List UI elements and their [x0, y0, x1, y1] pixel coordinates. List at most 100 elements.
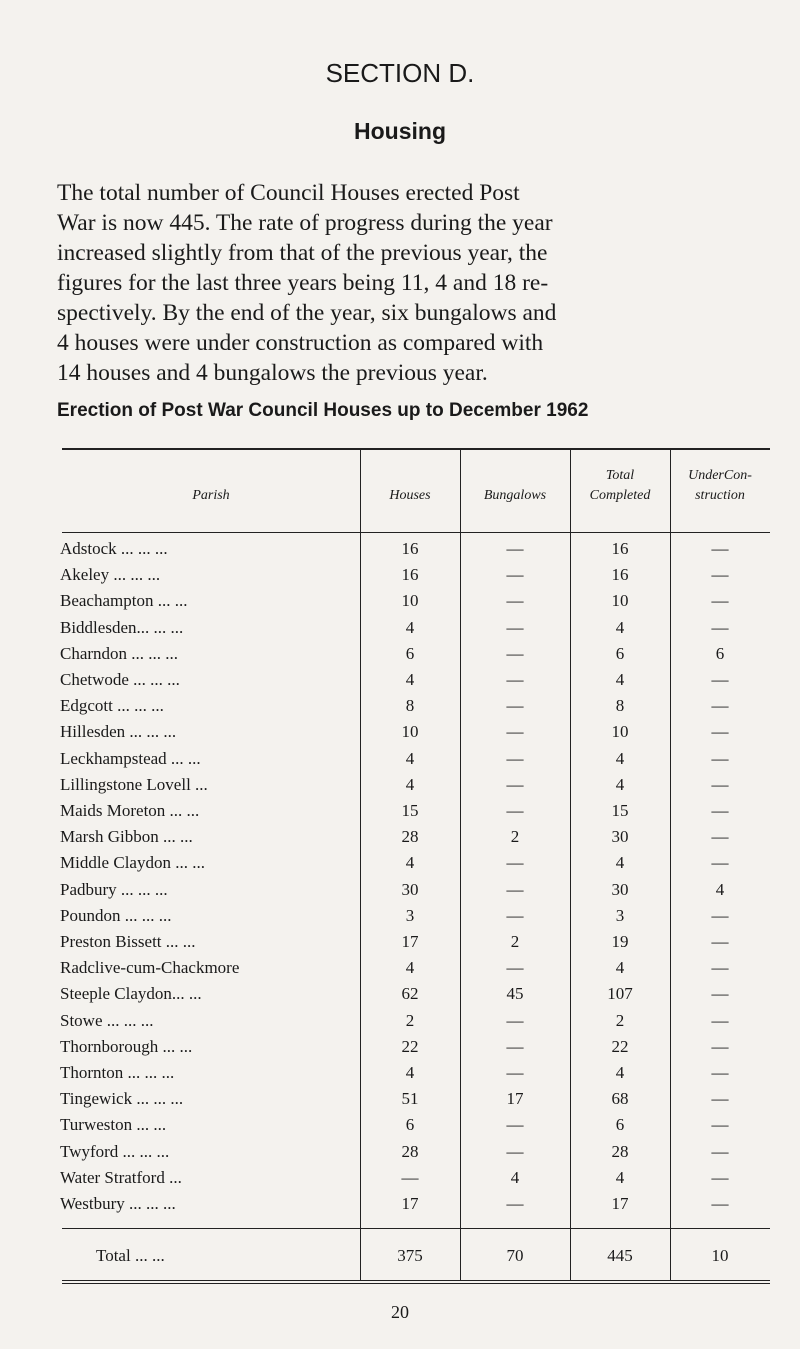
section-heading: SECTION D.: [325, 58, 475, 88]
parish-name: Twyford ... ... ...: [60, 1141, 170, 1161]
cell-value: 22: [611, 1036, 629, 1056]
cell-value: 10: [401, 591, 419, 611]
cell-value: —: [711, 565, 729, 585]
cell-value: 3: [615, 905, 625, 925]
cell-value: 10: [401, 722, 419, 742]
parish-name: Thornton ... ... ...: [60, 1063, 175, 1082]
parish-name: Lillingstone Lovell ...: [60, 774, 208, 794]
total-rule: [62, 1228, 770, 1229]
cell-value: 2: [615, 1010, 625, 1030]
cell-value: 8: [405, 696, 415, 716]
cell-value: —: [506, 1036, 524, 1056]
cell-value: 6: [615, 1115, 625, 1135]
cell-value: 16: [401, 539, 419, 558]
parish-name: Radclive-cum-Chackmore: [60, 958, 240, 978]
cell-value: —: [711, 1010, 729, 1030]
column-header: Bungalows: [483, 488, 547, 503]
cell-value: 4: [405, 958, 415, 978]
cell-value: —: [711, 696, 729, 716]
paragraph-line: figures for the last three years being 1…: [57, 270, 549, 296]
cell-value: —: [711, 827, 729, 847]
cell-value: —: [711, 539, 729, 558]
cell-value: —: [506, 1010, 524, 1030]
cell-value: —: [711, 617, 729, 637]
cell-value: 16: [611, 539, 629, 558]
cell-value: —: [711, 1036, 729, 1056]
cell-value: —: [506, 905, 524, 925]
parish-name: Padbury ... ... ...: [60, 879, 168, 899]
cell-value: —: [711, 1194, 729, 1213]
cell-value: 15: [611, 801, 629, 820]
cell-value: —: [711, 1089, 729, 1109]
cell-value: —: [711, 958, 729, 978]
cell-value: 8: [615, 696, 625, 716]
parish-name: Middle Claydon ... ...: [60, 853, 205, 873]
cell-value: 10: [611, 591, 629, 611]
cell-value: 28: [401, 1141, 419, 1161]
cell-value: 4: [405, 617, 415, 637]
cell-value: 30: [611, 827, 629, 847]
parish-name: Westbury ... ... ...: [60, 1194, 176, 1213]
cell-value: 4: [510, 1167, 520, 1187]
paragraph-line: spectively. By the end of the year, six …: [57, 300, 557, 326]
cell-value: 4: [405, 853, 415, 873]
cell-value: 4: [615, 670, 625, 689]
cell-value: 28: [401, 827, 419, 847]
parish-name: Edgcott ... ... ...: [60, 696, 164, 716]
cell-value: —: [506, 748, 524, 768]
cell-value: 62: [401, 984, 419, 1004]
cell-value: 4: [615, 958, 625, 978]
cell-value: —: [711, 905, 729, 925]
column-rule: [670, 450, 671, 1280]
cell-value: 6: [405, 643, 415, 663]
cell-value: 28: [611, 1141, 629, 1161]
column-rule: [460, 450, 461, 1280]
parish-name: Adstock ... ... ...: [60, 539, 168, 558]
total-value: 70: [506, 1246, 524, 1265]
cell-value: 4: [615, 748, 625, 768]
cell-value: 6: [715, 643, 725, 663]
cell-value: 3: [405, 905, 415, 925]
column-header: UnderCon- struction: [688, 468, 752, 503]
cell-value: —: [711, 722, 729, 742]
cell-value: —: [506, 565, 524, 585]
parish-name: Maids Moreton ... ...: [60, 801, 200, 820]
cell-value: —: [506, 617, 524, 637]
cell-value: —: [711, 591, 729, 611]
parish-name: Charndon ... ... ...: [60, 643, 179, 663]
cell-value: —: [711, 1167, 729, 1187]
parish-name: Poundon ... ... ...: [60, 905, 172, 925]
cell-value: 4: [615, 1167, 625, 1187]
cell-value: —: [711, 853, 729, 873]
cell-value: —: [506, 1194, 524, 1213]
cell-value: 45: [506, 984, 524, 1004]
cell-value: 17: [611, 1194, 629, 1213]
cell-value: 16: [611, 565, 629, 585]
cell-value: —: [506, 722, 524, 742]
cell-value: 4: [405, 670, 415, 689]
cell-value: —: [711, 774, 729, 794]
cell-value: 4: [615, 1063, 625, 1082]
parish-name: Akeley ... ... ...: [60, 565, 161, 585]
cell-value: 16: [401, 565, 419, 585]
parish-name: Hillesden ... ... ...: [60, 722, 177, 742]
cell-value: 17: [401, 932, 419, 951]
cell-value: —: [506, 591, 524, 611]
cell-value: —: [711, 670, 729, 689]
parish-name: Water Stratford ...: [60, 1167, 182, 1187]
cell-value: —: [711, 932, 729, 951]
cell-value: —: [506, 1115, 524, 1135]
parish-name: Leckhampstead ... ...: [60, 748, 201, 768]
cell-value: —: [506, 958, 524, 978]
paragraph-line: 14 houses and 4 bungalows the previous y…: [57, 360, 488, 386]
paragraph-line: The total number of Council Houses erect…: [57, 180, 520, 206]
cell-value: 4: [405, 1063, 415, 1082]
cell-value: —: [711, 1141, 729, 1161]
column-header: Houses: [389, 488, 431, 503]
parish-name: Beachampton ... ...: [60, 591, 188, 611]
page-number: 20: [391, 1302, 409, 1322]
parish-name: Tingewick ... ... ...: [60, 1089, 184, 1109]
column-header: Total Completed: [589, 468, 651, 503]
cell-value: 4: [615, 617, 625, 637]
